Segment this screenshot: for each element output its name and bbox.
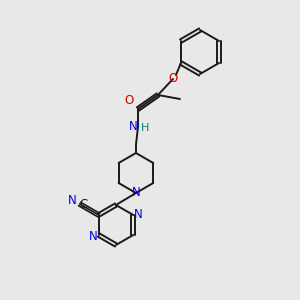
Text: C: C [80, 199, 88, 212]
Text: N: N [134, 208, 142, 220]
Text: N: N [68, 194, 77, 206]
Text: N: N [132, 187, 140, 200]
Text: O: O [168, 73, 178, 85]
Text: N: N [89, 230, 98, 242]
Text: O: O [124, 94, 134, 107]
Text: H: H [141, 123, 149, 133]
Text: N: N [129, 121, 137, 134]
